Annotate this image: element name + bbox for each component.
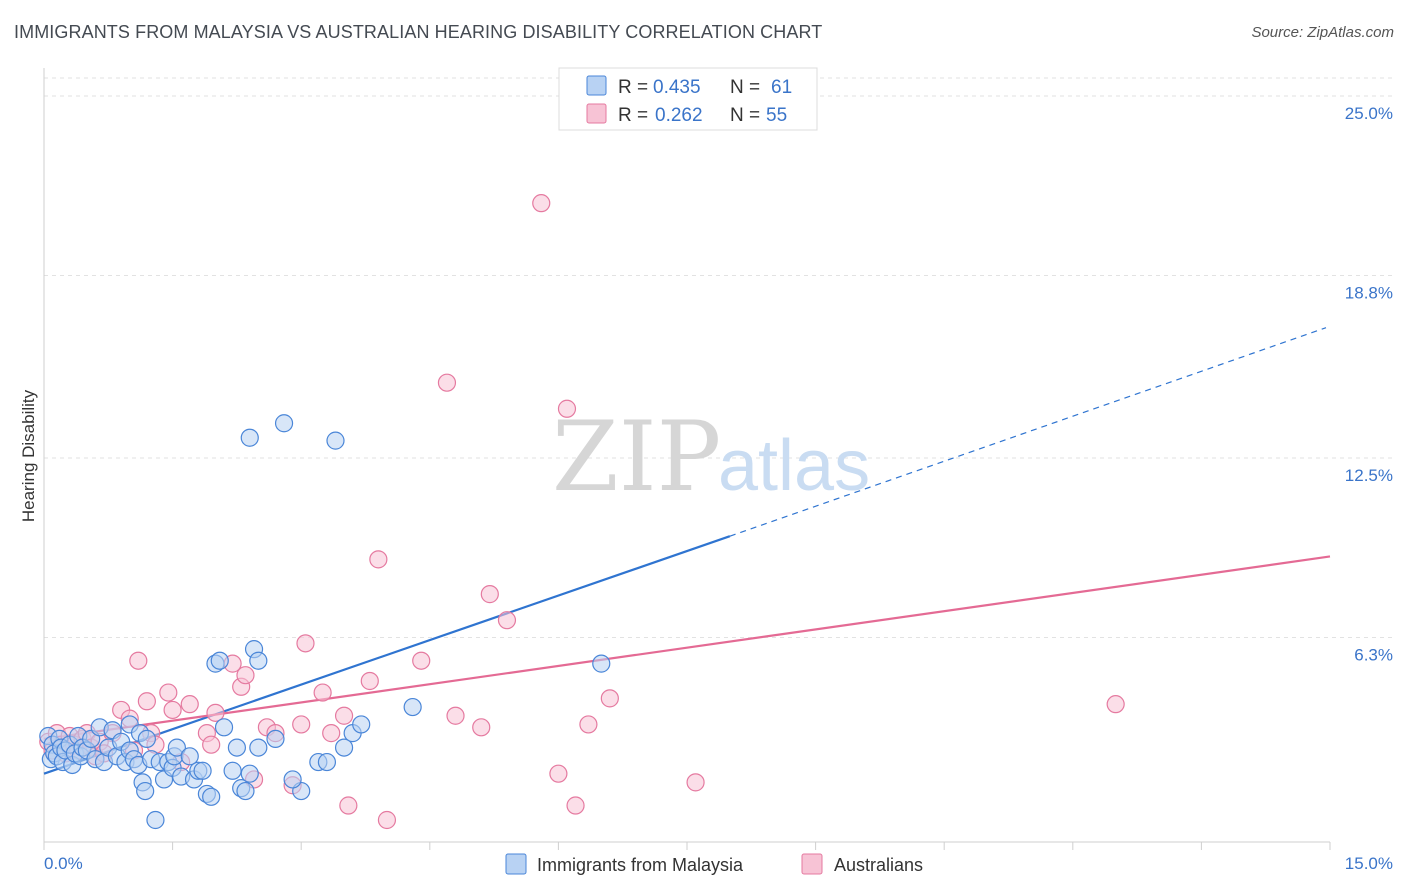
source-attribution: Source: ZipAtlas.com: [1251, 24, 1394, 41]
malaysia-point: [334, 738, 354, 757]
legend-r-label-pink: R =: [618, 105, 648, 126]
australians-point: [137, 692, 156, 711]
malaysia-point: [202, 787, 221, 806]
malaysia-point: [136, 781, 155, 801]
australians-point: [446, 706, 465, 725]
australians-point: [437, 373, 457, 392]
australians-point: [129, 651, 148, 670]
australians-point: [412, 651, 431, 670]
malaysia-point: [240, 428, 259, 447]
malaysia-point: [167, 738, 186, 757]
australians-point: [497, 611, 517, 630]
malaysia-point: [592, 654, 611, 673]
australians-point: [579, 715, 598, 734]
bottom-legend-swatch-australians: [801, 853, 823, 875]
x-tick-label-max: 15.0%: [1345, 854, 1393, 873]
watermark: ZIP atlas: [552, 401, 870, 513]
malaysia-point: [240, 764, 259, 783]
legend-n-label-pink: N =: [730, 105, 760, 126]
australians-point: [472, 718, 491, 737]
y-tick-labels: 6.3% 12.5% 18.8% 25.0%: [1345, 104, 1393, 665]
malaysia-point: [266, 729, 285, 749]
malaysia-point: [274, 414, 294, 433]
legend-n-value-blue: 61: [771, 77, 792, 98]
australians-point: [236, 666, 255, 685]
australians-point: [360, 671, 379, 691]
australians-point: [322, 724, 341, 743]
malaysia-point: [137, 729, 156, 749]
watermark-atlas: atlas: [718, 426, 870, 506]
y-tick-label: 6.3%: [1354, 646, 1393, 665]
legend-r-value-blue: 0.435: [653, 77, 701, 98]
malaysia-point: [227, 738, 246, 757]
bottom-legend-swatch-malaysia: [505, 853, 527, 875]
australians-point: [480, 585, 499, 604]
australians-point: [313, 683, 332, 702]
chart-title: IMMIGRANTS FROM MALAYSIA VS AUSTRALIAN H…: [14, 22, 823, 42]
australians-point: [686, 773, 705, 792]
malaysia-point: [180, 747, 199, 766]
australians-trend-line: [43, 555, 1331, 741]
malaysia-point: [214, 718, 234, 737]
gridlines: [43, 68, 1392, 850]
australians-point: [549, 764, 568, 783]
australians-point: [566, 796, 585, 815]
malaysia-point: [317, 752, 337, 772]
y-axis-label: Hearing Disability: [19, 389, 38, 522]
bottom-legend-label-australians: Australians: [834, 855, 923, 875]
australians-point: [339, 796, 358, 815]
australians-point: [334, 706, 354, 725]
australians-point: [292, 715, 311, 734]
australians-point: [206, 703, 225, 722]
malaysia-point: [223, 761, 242, 780]
malaysia-point: [326, 431, 345, 450]
y-tick-label: 12.5%: [1345, 466, 1393, 485]
australians-point: [600, 689, 619, 708]
malaysia-point: [193, 761, 212, 780]
malaysia-point: [236, 781, 255, 801]
legend-r-value-pink: 0.262: [655, 105, 703, 126]
series-legend: Immigrants from Malaysia Australians: [505, 853, 923, 875]
australians-point: [180, 695, 199, 714]
legend-swatch-pink: [586, 103, 607, 124]
legend-n-label-blue: N =: [730, 77, 760, 98]
australians-point: [296, 634, 315, 653]
legend-r-label-blue: R =: [618, 77, 648, 98]
stats-legend: R = 0.435 N = 61 R = 0.262 N = 55: [558, 67, 818, 131]
legend-n-value-pink: 55: [766, 105, 787, 126]
malaysia-point: [403, 697, 422, 717]
legend-swatch-blue: [586, 75, 607, 96]
trend-lines: [43, 327, 1331, 775]
australians-point: [377, 810, 397, 830]
australians-point: [369, 550, 388, 569]
watermark-zip: ZIP: [552, 401, 721, 513]
y-tick-label: 18.8%: [1345, 284, 1393, 303]
australians-point: [159, 683, 178, 702]
malaysia-points: [39, 414, 611, 830]
australians-point: [163, 700, 182, 720]
x-tick-label-min: 0.0%: [44, 854, 83, 873]
malaysia-point: [249, 651, 268, 670]
malaysia-point: [146, 810, 165, 830]
australians-point: [202, 735, 221, 754]
australians-point: [557, 399, 577, 418]
australians-point: [532, 194, 551, 213]
malaysia-point: [249, 738, 268, 757]
malaysia-point: [283, 770, 302, 789]
malaysia-point: [352, 715, 371, 734]
australians-point: [1106, 695, 1125, 714]
y-tick-label: 25.0%: [1345, 104, 1393, 123]
bottom-legend-label-malaysia: Immigrants from Malaysia: [537, 855, 744, 875]
malaysia-point: [210, 651, 229, 670]
